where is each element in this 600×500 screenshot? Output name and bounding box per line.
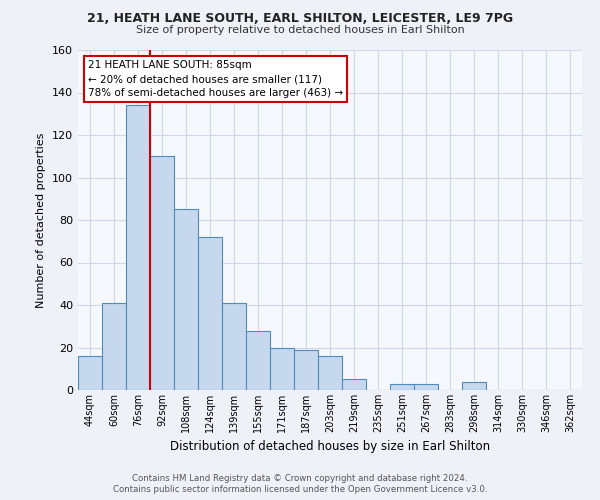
Bar [126,106,150,390]
Bar [270,348,294,390]
Bar [78,356,102,390]
Text: Size of property relative to detached houses in Earl Shilton: Size of property relative to detached ho… [136,25,464,35]
Bar [294,350,318,390]
Bar [150,156,174,390]
Bar [174,210,198,390]
Bar [198,237,222,390]
Bar [462,382,486,390]
Text: 21 HEATH LANE SOUTH: 85sqm
← 20% of detached houses are smaller (117)
78% of sem: 21 HEATH LANE SOUTH: 85sqm ← 20% of deta… [88,60,343,98]
Bar [414,384,438,390]
Bar [390,384,414,390]
Y-axis label: Number of detached properties: Number of detached properties [37,132,46,308]
Bar [102,303,126,390]
Text: 21, HEATH LANE SOUTH, EARL SHILTON, LEICESTER, LE9 7PG: 21, HEATH LANE SOUTH, EARL SHILTON, LEIC… [87,12,513,26]
Bar [318,356,342,390]
Text: Contains HM Land Registry data © Crown copyright and database right 2024.
Contai: Contains HM Land Registry data © Crown c… [113,474,487,494]
X-axis label: Distribution of detached houses by size in Earl Shilton: Distribution of detached houses by size … [170,440,490,454]
Bar [222,303,246,390]
Bar [342,380,366,390]
Bar [246,330,270,390]
